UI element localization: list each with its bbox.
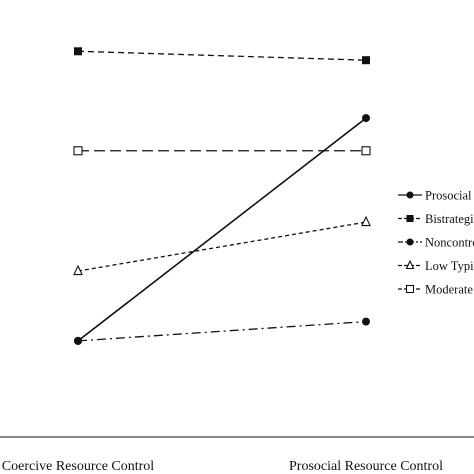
legend-item: Noncontrollers: [398, 236, 474, 250]
legend-marker: [405, 259, 415, 270]
legend-marker: [406, 238, 414, 246]
series-markers: [73, 47, 371, 345]
data-point: [73, 264, 83, 276]
data-point: [362, 114, 370, 123]
data-point: [74, 336, 82, 345]
legend-item: Bistrategic: [398, 212, 474, 226]
x-tick-label: Coercive Resource Control: [2, 459, 155, 474]
legend: Prosocial Bistrategic Noncontrollers Low Ty…: [398, 189, 474, 297]
x-tick-label: Prosocial Resource Control: [289, 459, 443, 474]
series-line: [77, 320, 367, 342]
legend-marker: [406, 215, 414, 222]
data-point: [361, 215, 371, 227]
legend-item: Low Typical: [398, 259, 474, 273]
legend-marker: [405, 284, 415, 294]
data-point: [362, 317, 370, 326]
legend-label: Prosocial: [425, 189, 472, 203]
data-point: [362, 56, 370, 65]
legend-label: Low Typical: [425, 259, 474, 273]
legend-item: Moderate Typical: [398, 283, 474, 297]
data-point: [73, 146, 83, 156]
series-lines: [77, 50, 367, 342]
legend-marker: [406, 191, 414, 199]
series-line: [77, 117, 367, 342]
data-point: [74, 47, 82, 56]
legend-label: Bistrategic: [425, 212, 474, 226]
legend-label: Moderate Typical: [425, 283, 474, 297]
series-line: [77, 50, 367, 61]
legend-label: Noncontrollers: [425, 236, 474, 250]
legend-item: Prosocial: [398, 189, 472, 203]
data-point: [361, 146, 371, 156]
